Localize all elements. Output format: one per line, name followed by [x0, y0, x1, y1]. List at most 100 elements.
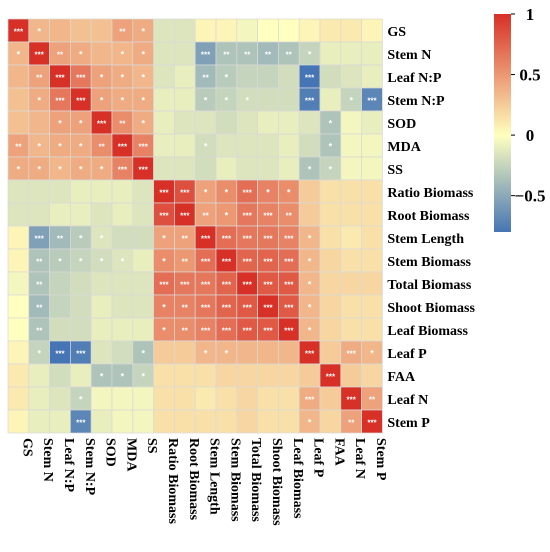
significance-mark: *** — [243, 212, 253, 221]
row-label: Total Biomass — [387, 278, 471, 293]
heatmap-cells — [7, 18, 383, 434]
significance-mark: *** — [76, 350, 86, 359]
heatmap-cell — [194, 386, 217, 411]
heatmap-cell — [111, 340, 134, 365]
significance-mark: * — [100, 257, 104, 267]
column-label: Root Biomass — [186, 438, 201, 521]
heatmap-cell — [340, 363, 362, 388]
heatmap-cell — [132, 317, 154, 342]
significance-mark: * — [121, 257, 125, 267]
column-label: Leaf Biomass — [290, 438, 305, 519]
heatmap-cell — [7, 64, 30, 89]
heatmap-cell — [340, 110, 362, 135]
colorbar-tick-label: 0.5 — [519, 66, 540, 85]
significance-mark: * — [204, 188, 208, 198]
heatmap-cell — [278, 64, 300, 89]
significance-mark: ** — [182, 235, 189, 244]
significance-mark: *** — [159, 281, 169, 290]
significance-mark: * — [308, 165, 312, 175]
significance-mark: *** — [284, 327, 294, 336]
significance-mark: * — [79, 119, 83, 129]
heatmap-cell — [278, 18, 300, 43]
column-labels: GS Stem N Leaf N:P Stem N:P SOD MDA SS Ratio Bi… — [19, 438, 388, 526]
significance-mark: * — [17, 50, 21, 60]
heatmap-cell — [319, 179, 342, 204]
heatmap-cell — [28, 202, 50, 227]
heatmap-cell — [194, 409, 217, 434]
heatmap-cell — [361, 41, 383, 66]
heatmap-cell — [194, 18, 217, 43]
heatmap-cell — [215, 363, 238, 388]
heatmap-cell — [361, 363, 383, 388]
significance-mark: * — [79, 234, 83, 244]
colorbar-tick-label: 1 — [526, 5, 535, 24]
heatmap-cell — [278, 340, 300, 365]
heatmap-cell — [49, 202, 71, 227]
heatmap-cell — [236, 156, 258, 181]
significance-mark: * — [266, 188, 270, 198]
significance-mark: *** — [180, 189, 190, 198]
heatmap-cell — [236, 363, 258, 388]
significance-mark: *** — [201, 258, 211, 267]
heatmap-cell — [132, 271, 154, 296]
heatmap-cell — [174, 133, 196, 158]
heatmap-cell — [132, 294, 154, 319]
significance-mark: * — [204, 349, 208, 359]
significance-mark: *** — [180, 212, 190, 221]
significance-mark: *** — [263, 212, 273, 221]
heatmap-cell — [153, 409, 175, 434]
colorbar-tick-label: 0 — [526, 126, 535, 145]
heatmap-cell — [278, 133, 300, 158]
significance-mark: * — [141, 27, 145, 37]
heatmap-cell — [153, 386, 175, 411]
significance-mark: *** — [139, 143, 149, 152]
significance-mark: * — [79, 142, 83, 152]
column-label: FAA — [331, 438, 346, 467]
significance-mark: * — [121, 372, 125, 382]
heatmap-cell — [28, 409, 50, 434]
row-label: Stem P — [387, 416, 430, 431]
significance-mark: * — [141, 119, 145, 129]
significance-mark: * — [141, 96, 145, 106]
heatmap-cell — [215, 156, 238, 181]
heatmap-cell — [278, 156, 300, 181]
heatmap-cell — [215, 386, 238, 411]
heatmap-cell — [49, 179, 71, 204]
heatmap-cell — [153, 110, 175, 135]
significance-mark: *** — [222, 258, 232, 267]
significance-mark: *** — [35, 51, 45, 60]
significance-mark: * — [141, 50, 145, 60]
heatmap-cell — [49, 409, 71, 434]
heatmap-cell — [174, 386, 196, 411]
colorbar-ticks: 1 0.5 0 −0.5 — [511, 5, 545, 206]
significance-mark: *** — [263, 258, 273, 267]
heatmap-cell — [90, 386, 113, 411]
significance-mark: ** — [119, 28, 126, 37]
heatmap-cell — [49, 363, 71, 388]
significance-mark: ** — [36, 258, 43, 267]
heatmap-cell — [236, 340, 258, 365]
heatmap-cell — [70, 179, 92, 204]
heatmap-cell — [319, 64, 342, 89]
significance-mark: ** — [202, 74, 209, 83]
significance-mark: *** — [263, 327, 273, 336]
heatmap-cell — [174, 18, 196, 43]
significance-mark: * — [121, 96, 125, 106]
heatmap-cell — [70, 363, 92, 388]
column-label: Total Biomass — [248, 438, 263, 522]
row-label: SS — [387, 163, 403, 178]
significance-mark: ** — [182, 327, 189, 336]
row-label: Stem Biomass — [387, 255, 471, 270]
heatmap-cell — [7, 409, 30, 434]
significance-mark: ** — [265, 51, 272, 60]
heatmap-cell — [174, 41, 196, 66]
significance-mark: ** — [369, 396, 376, 405]
heatmap-cell — [361, 133, 383, 158]
heatmap-cell — [340, 156, 362, 181]
significance-mark: * — [329, 119, 333, 129]
heatmap-cell — [361, 271, 383, 296]
heatmap-cell — [215, 110, 238, 135]
column-label: Stem N:P — [82, 438, 97, 496]
heatmap-cell — [298, 133, 321, 158]
column-label: Stem P — [373, 438, 388, 481]
